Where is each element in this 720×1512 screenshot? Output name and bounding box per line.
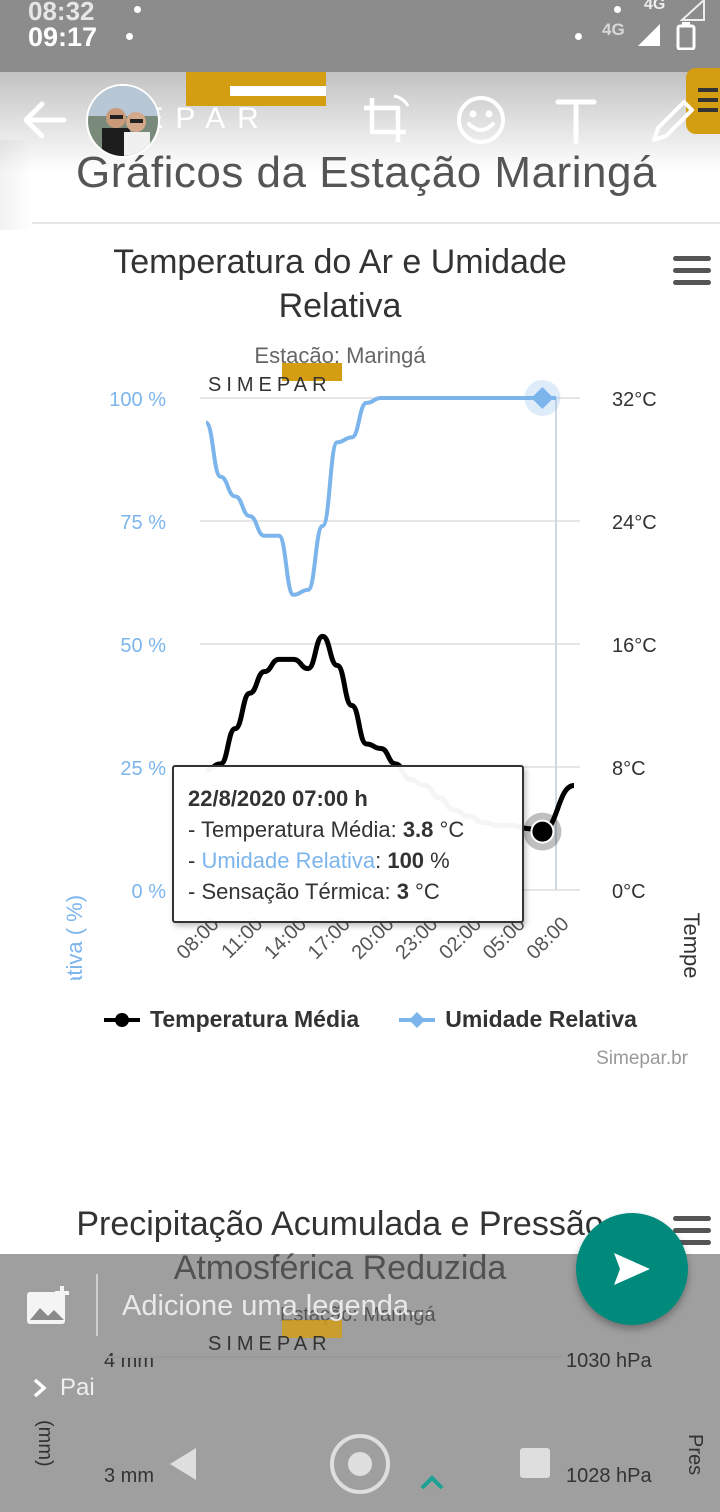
signal-strength-icon [638, 24, 660, 46]
page-edge-shadow [0, 140, 32, 230]
tooltip-feels-label: - Sensação Térmica: [188, 879, 397, 904]
legend-item-temperature[interactable]: Temperatura Média [104, 1006, 359, 1033]
svg-text:SIMEPAR: SIMEPAR [150, 102, 271, 132]
status-time: 09:17 [28, 22, 98, 52]
svg-text:SIMEPAR: SIMEPAR [208, 374, 332, 396]
caption-input[interactable] [122, 1290, 562, 1323]
y-left-tick-label: 25 % [120, 758, 166, 780]
y-right-tick-label: 24°C [612, 512, 657, 534]
legend-temperature-label: Temperatura Média [150, 1006, 360, 1032]
tooltip-temp-unit: °C [433, 817, 465, 842]
chart2-watermark-logo: SIMEPAR [208, 1320, 342, 1354]
tooltip-feels-value: 3 [396, 879, 409, 904]
battery-icon [676, 22, 696, 50]
chart2-right-tick: 1028 hPa [566, 1465, 652, 1487]
send-icon [614, 1253, 650, 1285]
tooltip-humidity-label: Umidade Relativa [201, 848, 376, 873]
tooltip-humidity: - Umidade Relativa: 100 % [188, 845, 508, 876]
tooltip-feels-unit: °C [408, 879, 440, 904]
humidity-hover-marker [531, 387, 554, 409]
temperature-hover-marker [530, 819, 555, 844]
recipient-name: Pai [60, 1374, 95, 1401]
legend-temperature-icon [104, 1012, 140, 1027]
legend-humidity-label: Umidade Relativa [445, 1006, 637, 1032]
tooltip-humidity-sep: : [375, 848, 388, 873]
chart-credit-link[interactable]: Simepar.br [596, 1048, 688, 1069]
avatar-photo [88, 86, 158, 156]
contact-avatar[interactable] [86, 84, 160, 158]
status-dot-icon [575, 33, 582, 40]
page-header-logo: SIMEPAR [150, 72, 326, 132]
y-axis-left-label: Umidade Relativa ( %) [62, 895, 87, 980]
tooltip-temp-value: 3.8 [402, 817, 434, 842]
network-type-ghost: 4G [644, 0, 666, 13]
marker-group [523, 380, 562, 851]
status-dot-icon [614, 6, 621, 13]
tooltip-humidity-unit: % [424, 848, 450, 873]
y-right-tick-label: 8°C [612, 758, 646, 780]
chart1-title: Temperatura do Ar e Umidade Relativa [113, 243, 567, 325]
svg-text:SIMEPAR: SIMEPAR [208, 1333, 332, 1354]
legend-humidity-icon [399, 1011, 436, 1028]
tooltip-temp-label: - Temperatura Média: [188, 817, 403, 842]
x-tick-label: 08:00 [523, 913, 574, 964]
signal-icon-ghost [680, 0, 705, 21]
crop-rotate-icon[interactable] [358, 92, 414, 148]
y-right-tick-label: 0°C [612, 881, 646, 903]
tooltip-humidity-value: 100 [387, 848, 425, 873]
tooltip-humidity-prefix: - [188, 848, 202, 873]
y-left-tick-label: 75 % [120, 512, 166, 534]
recipient-chip[interactable]: Pai [32, 1374, 95, 1402]
nav-up-chevron-icon[interactable] [418, 1474, 446, 1490]
network-type: 4G [602, 20, 625, 39]
page-divider [32, 222, 720, 224]
emoji-sticker-icon[interactable] [453, 92, 509, 148]
notification-dot-icon [126, 33, 133, 40]
tooltip-feels-like: - Sensação Térmica: 3 °C [188, 876, 508, 907]
legend-item-humidity[interactable]: Umidade Relativa [399, 1006, 637, 1033]
y-axis-right-label: Temperatura ( °C) [679, 912, 704, 980]
send-button[interactable] [576, 1213, 688, 1325]
tooltip-header: 22/8/2020 07:00 h [188, 786, 368, 811]
chart2-menu-icon[interactable] [673, 1216, 711, 1246]
chart-watermark-logo: SIMEPAR [208, 363, 342, 396]
nav-home-icon[interactable] [330, 1434, 390, 1494]
y-right-tick-label: 16°C [612, 635, 657, 657]
add-image-icon[interactable] [24, 1286, 72, 1328]
nav-back-icon[interactable] [168, 1446, 200, 1482]
y-axis-left: 100 % 75 % 50 % 25 % 0 % [109, 389, 166, 903]
pencil-draw-icon[interactable] [644, 92, 700, 148]
y-left-tick-label: 50 % [120, 635, 166, 657]
notification-dot-icon [134, 6, 141, 13]
page-title: Gráficos da Estação Maringá [76, 148, 657, 197]
page-menu-icon [698, 88, 718, 112]
chart-legend: Temperatura Média Umidade Relativa [104, 1006, 637, 1033]
status-time-ghost: 08:32 [28, 0, 95, 26]
tooltip-temperature: - Temperatura Média: 3.8 °C [188, 814, 508, 845]
status-bar: 08:32 09:17 4G 4G [0, 0, 720, 72]
chart2-left-tick: 3 mm [104, 1465, 154, 1487]
series-line-humidity [204, 396, 556, 597]
chart2-left-tick: 4 mm [104, 1350, 154, 1372]
back-arrow-icon[interactable] [16, 92, 72, 148]
y-left-tick-label: 0 % [132, 881, 167, 903]
chart2-left-axis-label: (mm) [34, 1420, 56, 1467]
y-left-tick-label: 100 % [109, 389, 166, 411]
y-right-tick-label: 32°C [612, 389, 657, 411]
chevron-right-icon [33, 1378, 47, 1398]
chart2-right-axis-label: Pres [684, 1434, 706, 1476]
chart2-gridline [106, 1356, 562, 1358]
chart2-right-tick: 1030 hPa [566, 1350, 652, 1372]
caption-divider [96, 1274, 98, 1336]
page-menu-tab[interactable] [686, 68, 720, 134]
nav-recents-icon[interactable] [520, 1448, 550, 1478]
y-axis-right: 32°C 24°C 16°C 8°C 0°C [612, 389, 657, 903]
text-tool-icon[interactable] [548, 92, 604, 148]
chart1-menu-icon[interactable] [673, 256, 711, 286]
chart-tooltip: 22/8/2020 07:00 h - Temperatura Média: 3… [172, 765, 524, 923]
